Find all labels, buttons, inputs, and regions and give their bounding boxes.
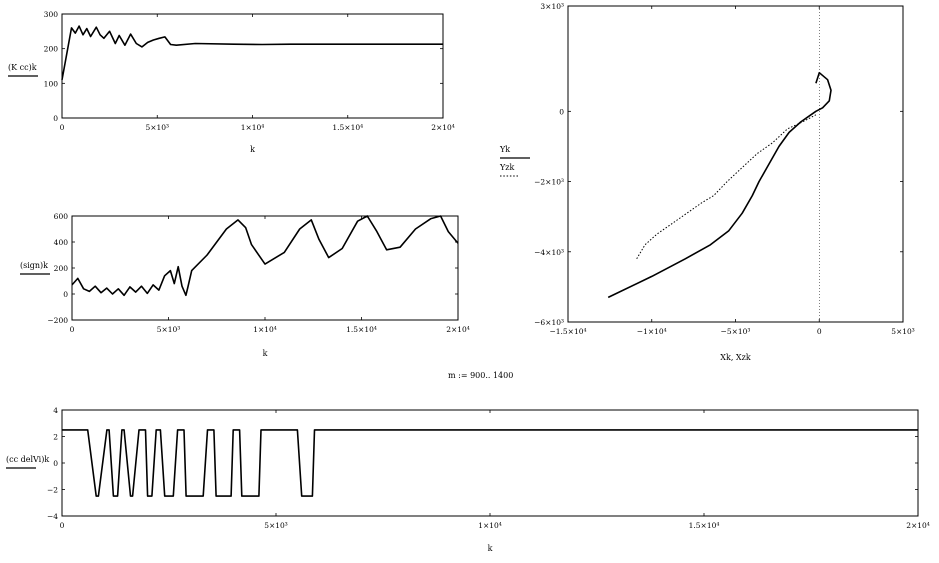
x-tick-label: 1.5×10⁴ [332,123,363,132]
x-tick-label: 5×10³ [157,325,181,334]
y-axis-label: Yk [499,145,510,154]
x-tick-label: 1×10⁴ [241,123,265,132]
x-axis-label: k [250,145,255,154]
y-tick-label: 0 [53,114,58,123]
chart-sign: 0 5×10³ 1×10⁴ 1.5×10⁴ 2×10⁴−2000200400600k(s… [20,212,470,358]
x-tick-label: 1×10⁴ [478,521,502,530]
y-tick-label: 4 [53,406,58,415]
y-axis-label: (cc delVi)k [6,455,49,464]
y-tick-label: −4 [47,512,58,521]
y-tick-label: 200 [54,264,69,273]
y-axis-label-2: Yzk [499,163,514,172]
x-tick-label: 2×10⁴ [446,325,470,334]
x-tick-label: 5×10³ [891,327,915,336]
x-tick-label: −1×10⁴ [637,327,667,336]
chart-xy: −1.5×10⁴ −1×10⁴ −5×10³ 0 5×10³ −6×10³ −4×10³ −2… [499,2,915,362]
x-axis-label: k [263,349,268,358]
y-tick-label: 100 [44,79,59,88]
y-tick-label: −6×10³ [534,318,564,327]
x-tick-label: −5×10³ [721,327,751,336]
series-line-sign-0 [71,215,459,297]
x-tick-label: 2×10⁴ [906,521,930,530]
y-tick-label: 0 [559,107,564,116]
series-line-xy-0 [607,71,832,299]
x-tick-label: 5×10³ [264,521,288,530]
chart-kcc: 0 5×10³ 1×10⁴ 1.5×10⁴ 2×10⁴ 0 100 200 300 k (K cc)… [8,10,455,154]
x-tick-label: 1×10⁴ [253,325,277,334]
y-tick-label: 300 [44,10,59,19]
x-tick-label: 1.5×10⁴ [346,325,377,334]
series-line-kcc-0 [61,25,443,81]
series-line-ccdelvi-0 [62,429,918,497]
y-tick-label: 0 [63,290,68,299]
x-tick-label: −1.5×10⁴ [549,327,586,336]
y-axis-label: (K cc)k [8,63,37,72]
y-tick-label: 200 [44,45,59,54]
y-tick-label: 2 [53,433,58,442]
plot-frame-kcc [61,13,444,119]
series-line-xy-1 [636,114,817,260]
x-tick-label: 0 [60,123,65,132]
y-tick-label: 400 [54,238,69,247]
y-tick-label: 0 [53,459,58,468]
x-tick-label: 0 [60,521,65,530]
x-tick-label: 0 [817,327,822,336]
y-tick-label: −2 [47,486,58,495]
y-tick-label: −4×10³ [534,248,564,257]
plot-frame-sign [71,215,459,321]
x-axis-label: k [488,544,493,553]
plot-frame-xy [567,5,904,323]
y-axis-label: (sign)k [20,261,48,270]
y-tick-label: 600 [54,212,69,221]
plot-frame-ccdelvi [61,409,919,517]
y-tick-label: 3×10³ [540,2,564,11]
y-tick-label: −200 [47,316,68,325]
x-tick-label: 0 [70,325,75,334]
x-axis-label: Xk, Xzk [720,353,751,362]
chart-ccdelvi: 0 5×10³ 1×10⁴ 1.5×10⁴ 2×10⁴ −4 −2 0 2 4 k (cc delVi… [6,406,930,553]
range-annotation: m := 900.. 1400 [448,371,513,380]
x-tick-label: 2×10⁴ [431,123,455,132]
x-tick-label: 5×10³ [145,123,169,132]
y-tick-label: −2×10³ [534,178,564,187]
x-tick-label: 1.5×10⁴ [689,521,720,530]
